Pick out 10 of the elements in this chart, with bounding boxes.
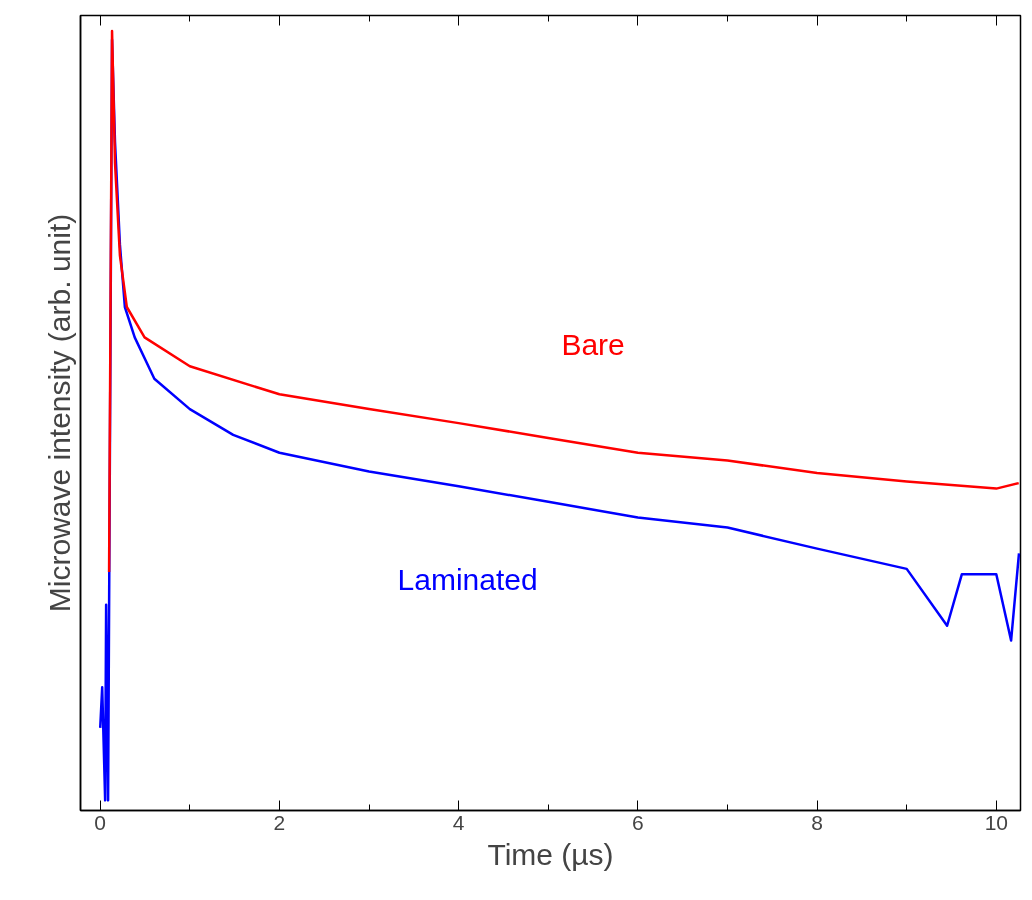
x-tick-label: 0 xyxy=(94,810,107,834)
x-tick-label: 8 xyxy=(811,810,823,834)
x-axis-title: Time (µs) xyxy=(487,837,614,871)
x-tick-label: 6 xyxy=(632,810,644,834)
text: Bare xyxy=(561,327,625,361)
y-axis-title: Microwave intensity (arb. unit) xyxy=(42,213,76,613)
x-tick-label: 10 xyxy=(984,810,1008,834)
x-tick-label: 4 xyxy=(452,810,465,834)
x-tick-label: 2 xyxy=(273,810,286,834)
text: Laminated xyxy=(397,563,538,597)
